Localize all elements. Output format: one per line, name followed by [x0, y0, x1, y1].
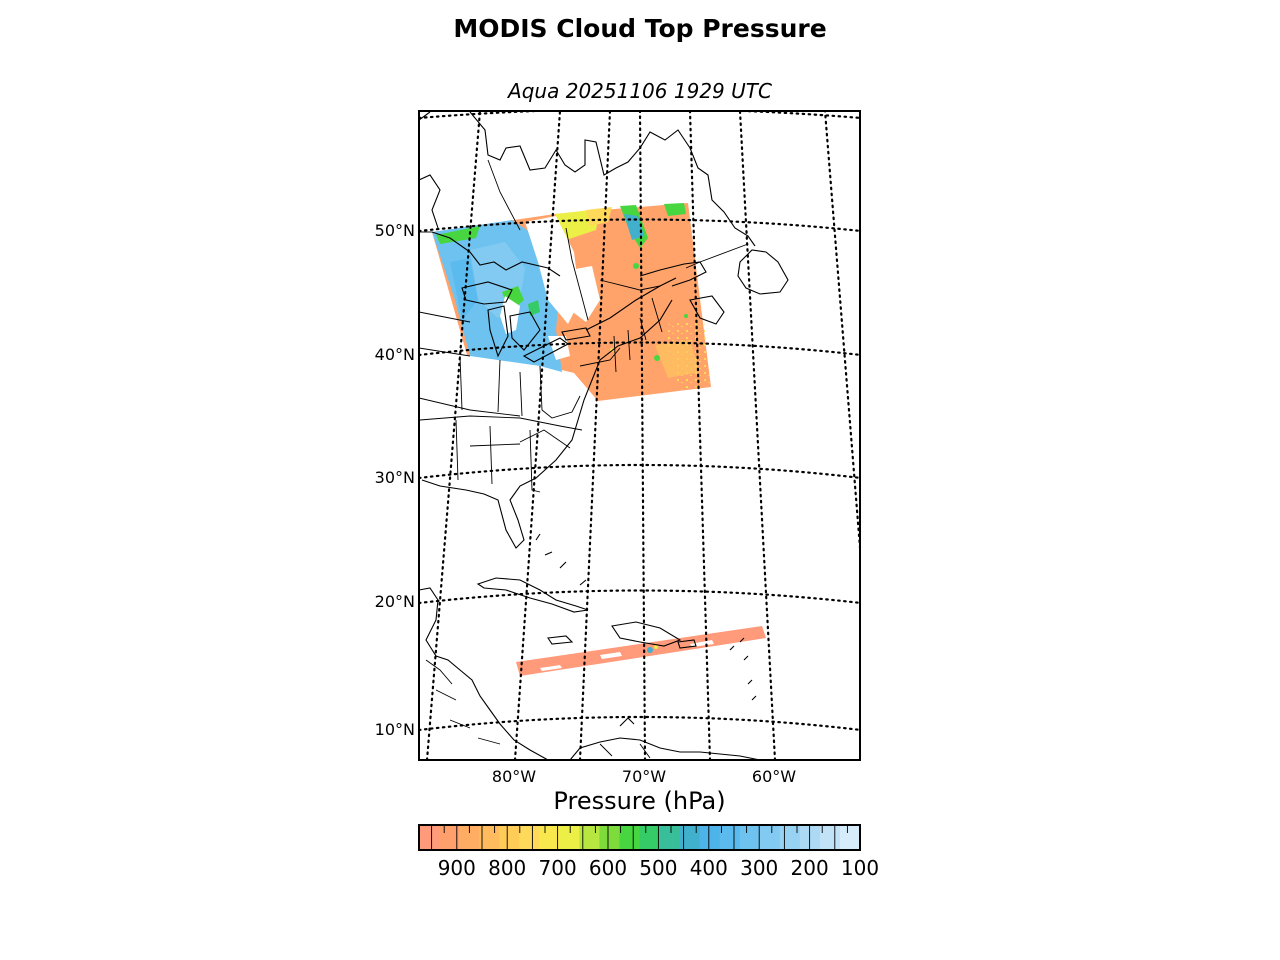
meridian-85W — [425, 111, 482, 760]
map-frame — [418, 110, 861, 761]
colorbar-segment — [619, 825, 641, 850]
map-area — [419, 111, 860, 760]
lat-label: 30°N — [375, 468, 415, 487]
colorbar-segment — [759, 825, 781, 850]
lat-label: 50°N — [375, 221, 415, 240]
colorbar-title: Pressure (hPa) — [553, 787, 726, 815]
meridian-75W — [578, 111, 612, 760]
lat-labels: 50°N 40°N 30°N 20°N 10°N — [375, 221, 415, 739]
colorbar-segment — [639, 825, 661, 850]
colorbar-segment — [659, 825, 681, 850]
admin-borders — [419, 159, 749, 759]
lat-label: 20°N — [375, 592, 415, 611]
colorbar-segment — [559, 825, 580, 850]
colorbar-segment — [519, 825, 540, 850]
lat-label: 10°N — [375, 720, 415, 739]
colorbar-segment — [419, 825, 440, 850]
colorbar-segment — [579, 825, 601, 850]
colorbar-tick-label: 100 — [841, 856, 879, 880]
lon-label: 60°W — [752, 767, 796, 786]
colorbar-segment — [699, 825, 721, 850]
colorbar-frame — [418, 824, 861, 851]
meridian-55W — [823, 111, 860, 561]
colorbar-tick-label: 800 — [488, 856, 526, 880]
colorbar-tick-label: 200 — [791, 856, 829, 880]
colorbar-tick-label: 700 — [539, 856, 577, 880]
colorbar-tick-label: 900 — [438, 856, 476, 880]
colorbar-segment — [599, 825, 621, 850]
graticule — [419, 111, 860, 760]
colorbar: 900 800 700 600 500 400 300 200 100 — [418, 824, 879, 880]
parallel-20N — [419, 589, 860, 605]
colorbar-segment — [839, 825, 861, 850]
colorbar-tick-label: 600 — [589, 856, 627, 880]
cloud-swath-north — [432, 203, 711, 401]
colorbar-segment — [679, 825, 701, 850]
cloud-swath-south — [516, 626, 766, 676]
parallel-40N — [419, 341, 860, 357]
colorbar-tick-label: 300 — [740, 856, 778, 880]
meridian-65W — [688, 111, 712, 760]
map-title: MODIS Cloud Top Pressure — [453, 14, 827, 43]
colorbar-segment — [719, 825, 741, 850]
colorbar-segment — [499, 825, 520, 850]
colorbar-tick-label: 500 — [639, 856, 677, 880]
lon-label: 80°W — [492, 767, 536, 786]
colorbar-segment — [739, 825, 761, 850]
colorbar-segment — [459, 825, 480, 850]
parallel-30N — [419, 463, 860, 480]
colorbar-segment — [799, 825, 821, 850]
colorbar-segment — [819, 825, 841, 850]
meridian-60W — [738, 111, 777, 760]
lon-label: 70°W — [622, 767, 666, 786]
lat-label: 40°N — [375, 345, 415, 364]
colorbar-tick-label: 400 — [690, 856, 728, 880]
map-subtitle: Aqua 20251106 1929 UTC — [508, 79, 772, 103]
meridian-70W — [638, 111, 647, 760]
lon-labels: 80°W 70°W 60°W — [492, 767, 796, 786]
colorbar-segment — [539, 825, 560, 850]
colorbar-segment — [779, 825, 801, 850]
parallel-10N — [419, 715, 860, 732]
meridian-80W — [513, 111, 562, 760]
